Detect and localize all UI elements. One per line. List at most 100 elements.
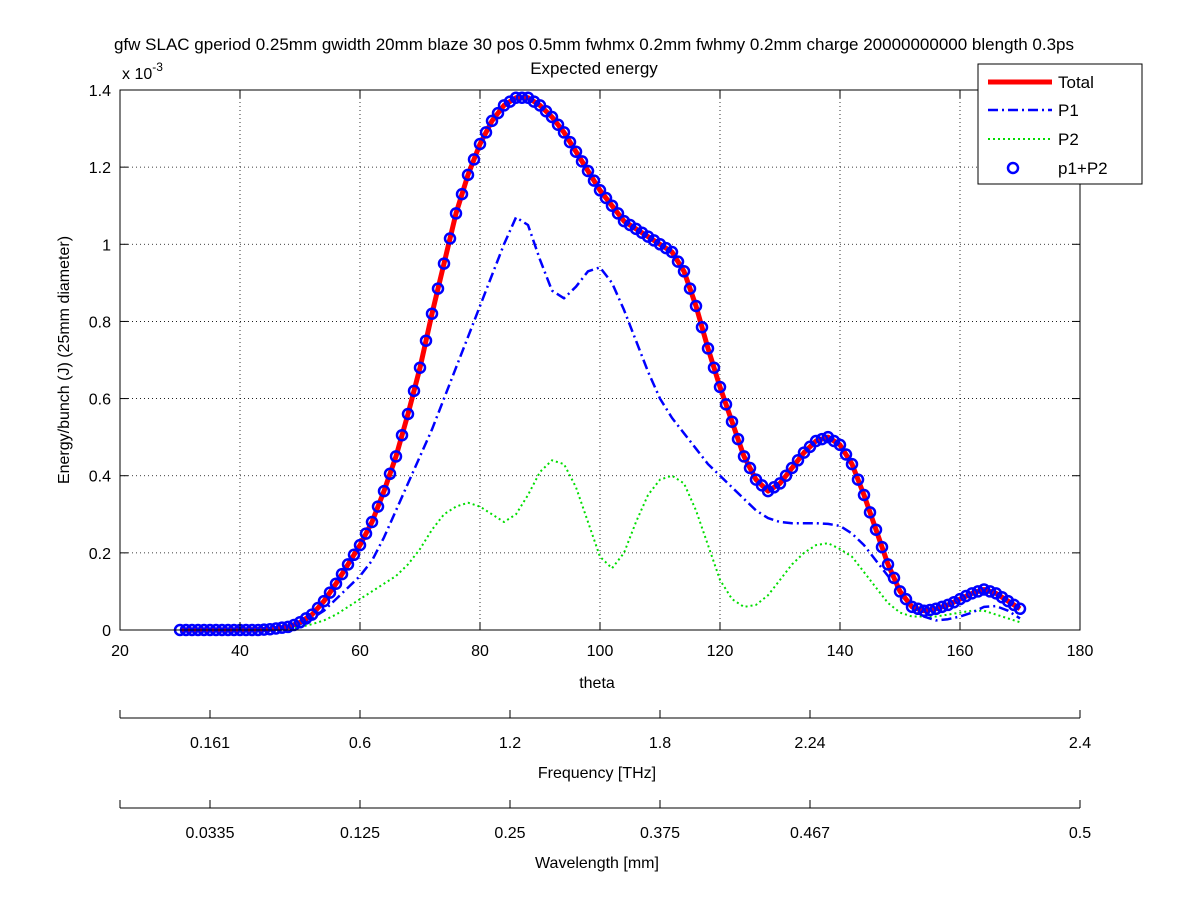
data-point xyxy=(335,567,349,581)
data-point xyxy=(431,282,445,295)
data-point xyxy=(917,604,931,617)
data-point xyxy=(575,155,589,168)
x-tick-label: 160 xyxy=(947,643,974,660)
legend-marker xyxy=(1006,161,1020,175)
data-point xyxy=(959,589,973,603)
y-tick-label: 0.2 xyxy=(89,546,111,563)
x-tick-label: 140 xyxy=(827,643,854,660)
data-point xyxy=(515,91,529,104)
data-point xyxy=(467,153,481,166)
data-point xyxy=(323,586,337,599)
secondary-axis-tick-label: 0.5 xyxy=(1069,825,1091,842)
y-tick-label: 0.8 xyxy=(89,314,111,331)
x-tick-label: 40 xyxy=(231,643,249,660)
data-point xyxy=(977,583,991,596)
data-point xyxy=(587,174,601,187)
x-axis-label: theta xyxy=(579,675,615,692)
data-point xyxy=(347,548,361,562)
y-tick-label: 1.2 xyxy=(89,160,111,177)
chart-subtitle: Expected energy xyxy=(530,59,658,78)
data-point xyxy=(851,473,865,486)
secondary-axis-tick-label: 0.25 xyxy=(494,825,525,842)
data-point xyxy=(719,398,733,411)
legend-label: P2 xyxy=(1058,130,1079,149)
x-tick-label: 60 xyxy=(351,643,369,660)
data-point xyxy=(971,585,985,598)
y-tick-label: 1 xyxy=(102,237,111,254)
y-tick-label: 0.4 xyxy=(89,469,111,486)
x-tick-label: 100 xyxy=(587,643,614,660)
data-point xyxy=(311,601,325,615)
data-point xyxy=(791,454,805,467)
data-point xyxy=(419,334,433,347)
series-line-p1 xyxy=(180,216,1021,632)
legend-label: Total xyxy=(1058,73,1094,92)
data-point xyxy=(269,622,283,635)
axis-ticks: 20 40 60 80 100 120 140 160 180 0 0.2 0.4 0.6 0.8 1 1.2… xyxy=(89,83,1094,660)
data-point xyxy=(341,558,355,571)
data-point xyxy=(953,592,967,606)
secondary-axis-tick-label: 0.125 xyxy=(340,825,380,842)
data-point xyxy=(461,168,475,182)
data-point xyxy=(383,467,397,481)
data-point xyxy=(605,199,619,212)
legend: Total P1 P2 p1+P2 xyxy=(977,63,1143,185)
data-point xyxy=(281,620,295,634)
data-point xyxy=(449,207,463,220)
data-point xyxy=(983,585,997,598)
data-point xyxy=(509,91,523,104)
wavelength-axis-label: Wavelength [mm] xyxy=(535,855,659,872)
data-point xyxy=(683,282,697,295)
secondary-axis-tick-label: 1.2 xyxy=(499,735,521,752)
y-exponent-label: x 10-3 xyxy=(122,60,163,83)
x-tick-label: 80 xyxy=(471,643,489,660)
data-point xyxy=(479,126,493,139)
data-point xyxy=(485,114,499,128)
data-point xyxy=(407,384,421,398)
frequency-axis: Frequency [THz] 0.161 0.6 1.2 1.8 2.24 2.4 xyxy=(119,710,1091,782)
wavelength-axis: Wavelength [mm] 0.0335 0.125 0.25 0.375 0.46… xyxy=(119,800,1091,872)
data-point xyxy=(731,432,745,446)
data-point xyxy=(359,527,373,540)
data-point xyxy=(353,538,367,552)
data-point xyxy=(275,621,289,634)
data-point xyxy=(671,255,685,268)
data-point xyxy=(773,477,787,490)
data-point xyxy=(701,342,715,355)
y-tick-label: 1.4 xyxy=(89,83,111,100)
data-point xyxy=(737,450,751,463)
data-point xyxy=(599,191,613,205)
data-point xyxy=(563,135,577,149)
data-point xyxy=(923,603,937,617)
data-point xyxy=(425,307,439,320)
data-point xyxy=(947,595,961,609)
secondary-axis-tick-label: 0.161 xyxy=(190,735,230,752)
data-point xyxy=(377,484,391,498)
data-point xyxy=(779,469,793,482)
data-point xyxy=(833,438,847,452)
data-point xyxy=(473,137,487,151)
data-point xyxy=(863,506,877,519)
data-point xyxy=(941,598,955,612)
data-point xyxy=(929,602,943,616)
data-point xyxy=(569,145,583,158)
data-point xyxy=(839,448,853,461)
data-point xyxy=(815,432,829,446)
data-point xyxy=(857,488,871,502)
data-point xyxy=(743,461,757,475)
data-point xyxy=(887,571,901,585)
secondary-axis-tick-label: 1.8 xyxy=(649,735,671,752)
data-point xyxy=(365,515,379,529)
series-line-p2 xyxy=(180,459,1021,631)
data-point xyxy=(611,207,625,220)
secondary-axis-tick-label: 2.24 xyxy=(794,735,825,752)
data-point xyxy=(785,461,799,475)
data-point xyxy=(707,361,721,374)
data-point xyxy=(557,126,571,139)
data-point xyxy=(689,299,703,313)
data-point xyxy=(713,380,727,394)
data-point xyxy=(677,265,691,278)
data-point xyxy=(809,434,823,448)
y-axis-label: Energy/bunch (J) (25mm diameter) xyxy=(56,236,73,484)
